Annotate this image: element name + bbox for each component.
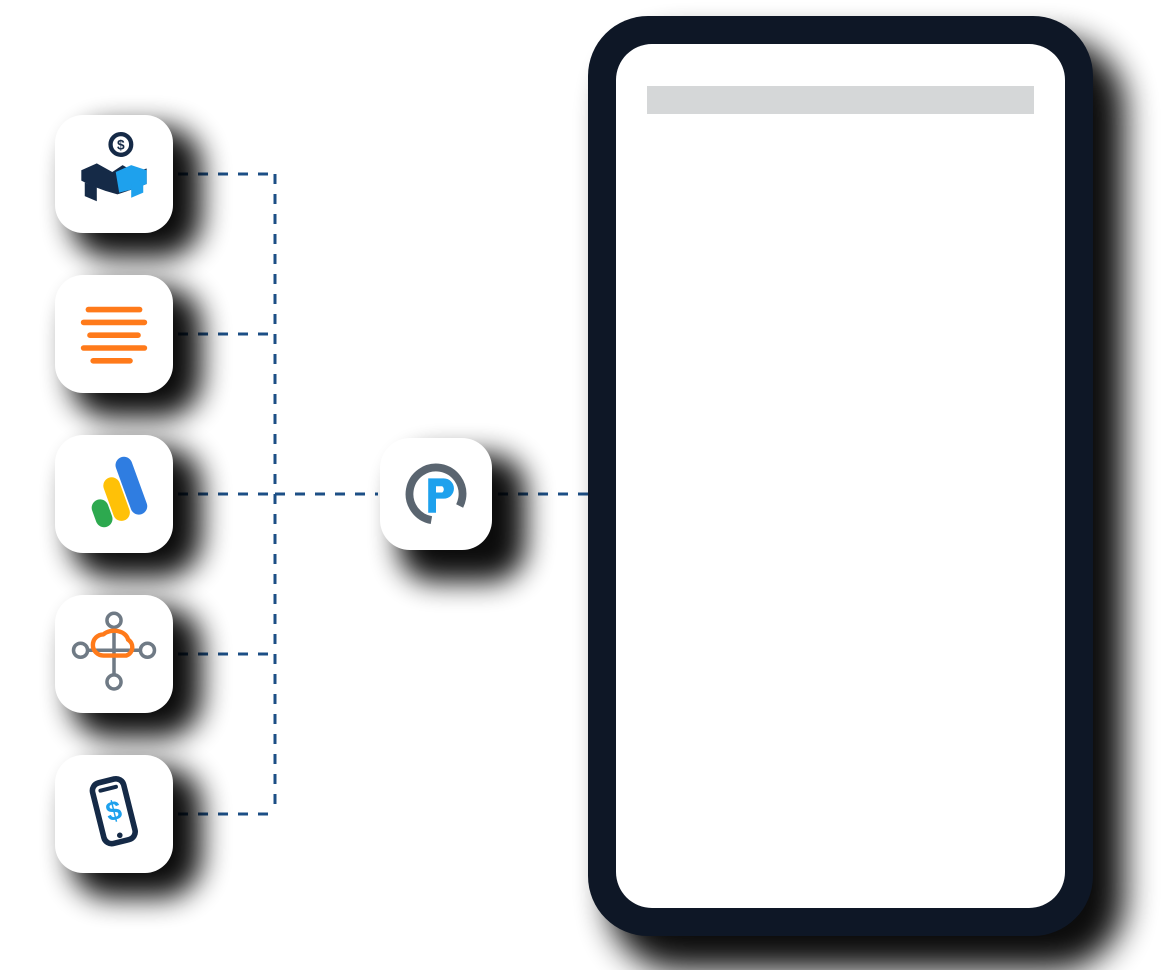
ad-interstitial: 10 × AD	[647, 136, 1033, 868]
cloud-network-icon	[70, 608, 158, 701]
close-icon[interactable]: ×	[979, 144, 1012, 200]
mobile-dollar-icon: $	[74, 772, 154, 857]
source-tile-text	[55, 275, 173, 393]
ad-label: AD	[958, 810, 1012, 852]
svg-text:$: $	[117, 137, 125, 152]
phone-status-bar	[647, 86, 1033, 114]
handshake-dollar-icon: $	[71, 129, 157, 220]
source-tile-deal: $	[55, 115, 173, 233]
phone-screen: 10 × AD	[616, 44, 1065, 908]
ad-countdown-badge: 10	[669, 158, 727, 216]
source-tile-mobile: $	[55, 755, 173, 873]
ad-manager-bars-icon	[72, 450, 156, 539]
svg-text:$: $	[103, 793, 125, 827]
hub-tile	[380, 438, 492, 550]
p-logo-icon	[397, 455, 475, 533]
source-tile-admanager	[55, 435, 173, 553]
text-lines-icon	[74, 292, 154, 377]
source-tile-cloud	[55, 595, 173, 713]
